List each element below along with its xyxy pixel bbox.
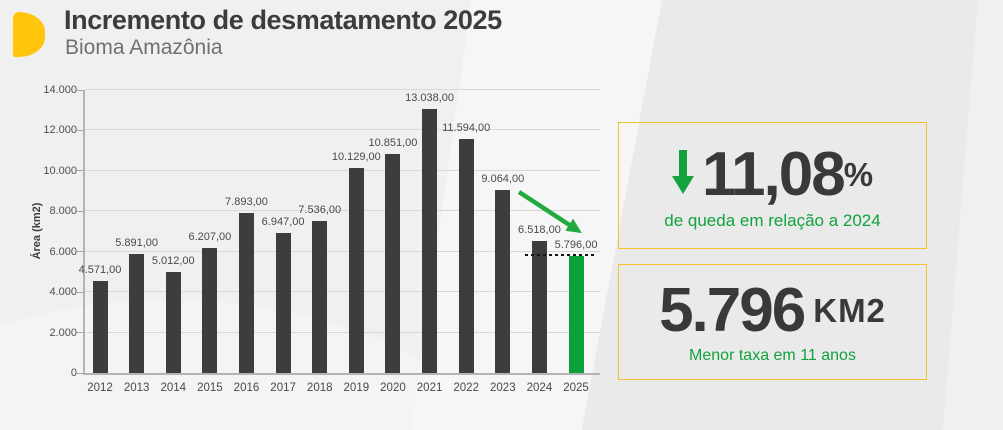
y-axis-title: Área (km2) [31, 202, 43, 260]
gridline-14.000 [85, 89, 600, 90]
x-axis-label-2014: 2014 [160, 382, 187, 394]
x-axis-label-2019: 2019 [343, 382, 370, 394]
y-axis-tick [77, 89, 83, 91]
x-axis-label-2018: 2018 [306, 382, 333, 394]
y-axis-tick [77, 251, 83, 253]
plot-area: 0 2.000 4.000 6.000 8.000 10.000 12.000 14.000 4… [43, 84, 600, 394]
gridline-8.000 [85, 210, 600, 212]
y-axis-tick [77, 291, 83, 293]
y-axis-tick [77, 129, 83, 131]
page-title: Incremento de desmatamento 2025 [64, 5, 502, 35]
y-axis-tick-label: 0 [70, 367, 77, 379]
x-axis-label-2017: 2017 [270, 382, 296, 394]
page-subtitle: Bioma Amazônia [65, 36, 223, 59]
bar-value-label-2020: 10.851,00 [368, 136, 418, 149]
gridline-2.000 [85, 331, 600, 333]
bar-value-label-2019: 10.129,00 [331, 151, 381, 164]
gridline-6.000 [85, 250, 600, 252]
x-axis-label-2022: 2022 [453, 382, 479, 394]
y-axis-tick-label: 8.000 [49, 205, 77, 218]
y-axis-tick [77, 170, 83, 172]
bar-value-label-2025: 5.796,00 [554, 238, 598, 251]
percent-drop-caption: de queda em relação a 2024 [664, 211, 881, 230]
x-axis-label-2012: 2012 [87, 382, 113, 394]
reference-dotted-line [524, 253, 597, 256]
area-total-caption: Menor taxa em 11 anos [689, 346, 856, 364]
bar-value-label-2016: 7.893,00 [225, 196, 268, 209]
bar-value-label-2023: 9.064,00 [481, 172, 525, 185]
area-total-value: 5.796 [659, 275, 806, 345]
bar-2025 [568, 255, 584, 373]
y-axis-tick [77, 372, 83, 374]
gridline-4.000 [85, 291, 600, 293]
bar-2018 [312, 220, 328, 373]
y-axis-tick-label: 2.000 [49, 326, 77, 339]
bar-2015 [202, 247, 218, 373]
y-axis-tick-label: 4.000 [49, 286, 77, 299]
y-axis-tick-label: 10.000 [43, 164, 77, 177]
bar-2013 [129, 253, 145, 373]
bar-2024 [531, 241, 547, 373]
stat-panel-area-total: 5.796 KM2 Menor taxa em 11 anos [618, 264, 927, 380]
x-axis-label-2023: 2023 [490, 382, 516, 394]
y-axis-tick [77, 332, 83, 334]
bar-value-label-2017: 6.947,00 [261, 215, 305, 228]
bar-2021 [422, 109, 438, 373]
bar-value-label-2015: 6.207,00 [188, 230, 232, 243]
x-axis-label-2020: 2020 [380, 382, 406, 394]
bar-2022 [458, 138, 474, 373]
bar-value-label-2012: 4.571,00 [78, 263, 122, 276]
y-axis-tick-label: 6.000 [49, 245, 77, 258]
y-axis-tick [77, 210, 83, 212]
y-axis-tick-label: 14.000 [43, 84, 77, 96]
bar-value-label-2018: 7.536,00 [298, 203, 342, 216]
gridline-12.000 [85, 129, 600, 131]
bar-2023 [495, 189, 511, 373]
x-axis-label-2013: 2013 [123, 382, 150, 394]
bar-2014 [165, 271, 181, 373]
bar-2019 [348, 168, 364, 373]
bar-value-label-2021: 13.038,00 [405, 92, 455, 105]
x-axis-label-2016: 2016 [233, 382, 260, 394]
bar-2020 [385, 153, 401, 373]
stat-panel-percent-drop: 11,08% de queda em relação a 2024 [618, 122, 927, 249]
percent-drop-value: 11,08 [701, 140, 846, 209]
x-axis-label-2024: 2024 [526, 382, 553, 394]
gridline-10.000 [85, 169, 600, 171]
bar-value-label-2022: 11.594,00 [442, 121, 491, 134]
y-axis-tick-label: 12.000 [43, 124, 77, 137]
bar-value-label-2024: 6.518,00 [518, 224, 561, 237]
x-axis-label-2025: 2025 [563, 382, 589, 394]
bar-2012 [92, 280, 108, 373]
percent-drop-row: 11,08% [671, 140, 874, 209]
bar-2017 [275, 232, 291, 373]
area-total-unit: KM2 [813, 291, 886, 329]
area-total-row: 5.796 KM2 [659, 275, 886, 345]
percent-drop-unit: % [843, 156, 874, 193]
down-arrow-icon [671, 150, 694, 194]
x-axis-label-2015: 2015 [197, 382, 223, 394]
bar-value-label-2013: 5.891,00 [115, 236, 159, 249]
bar-2016 [238, 213, 254, 373]
bar-value-label-2014: 5.012,00 [151, 254, 195, 267]
x-axis-label-2021: 2021 [416, 382, 443, 394]
